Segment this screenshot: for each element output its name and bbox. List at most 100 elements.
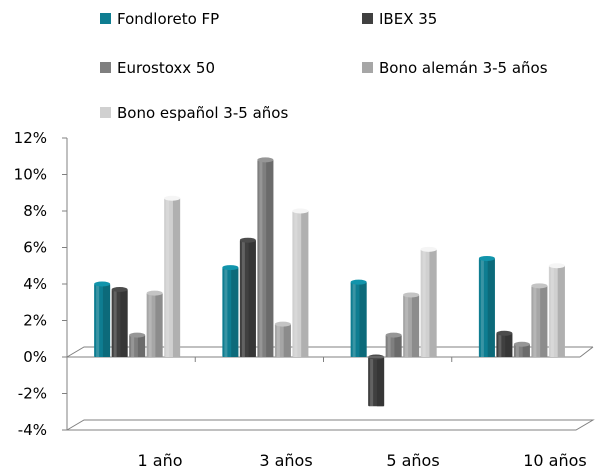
bar-shade xyxy=(102,284,111,357)
bar-shade xyxy=(557,265,565,357)
bar-cap xyxy=(111,286,128,292)
bar-1-1 xyxy=(94,281,111,357)
bar-3-3 xyxy=(385,332,402,357)
y-tick-label: -4% xyxy=(18,421,47,439)
bar-highlight xyxy=(498,333,502,357)
bar-cap xyxy=(164,195,181,201)
bar-highlight xyxy=(370,357,374,407)
bar-shade xyxy=(266,159,274,357)
bar-4-1 xyxy=(478,255,495,357)
bar-shade xyxy=(137,335,146,357)
legend-label-2: IBEX 35 xyxy=(379,10,437,28)
bar-2-5 xyxy=(292,208,309,357)
x-category-label: 1 año xyxy=(138,451,183,470)
legend-swatch-2 xyxy=(362,13,373,24)
y-tick-label: 8% xyxy=(23,202,47,220)
bar-2-4 xyxy=(274,321,291,357)
plot-area: 12% 10% 8% 6% 4% 2% 0% -2% -4% 1 año 3 años 5 años 1… xyxy=(14,129,595,470)
bar-cap xyxy=(239,237,256,243)
bar-shade xyxy=(283,324,291,357)
bar-cap xyxy=(292,208,309,214)
bar-shade xyxy=(231,267,239,357)
bar-highlight xyxy=(259,159,263,357)
bar-4-5 xyxy=(548,263,565,357)
bar-1-3 xyxy=(129,332,146,357)
bar-2-1 xyxy=(222,265,239,357)
bar-2-2 xyxy=(239,237,256,357)
bar-cap xyxy=(513,341,530,347)
bar-cap xyxy=(222,265,239,271)
x-category-label: 5 años xyxy=(386,451,439,470)
bar-shade xyxy=(359,282,367,357)
legend-label-1: Fondloreto FP xyxy=(117,10,219,28)
y-tick-label: 4% xyxy=(23,275,47,293)
bar-highlight xyxy=(352,282,356,357)
y-tick-label: 10% xyxy=(14,166,47,184)
legend-label-5: Bono español 3-5 años xyxy=(117,104,288,122)
bar-highlight xyxy=(387,335,391,357)
bar-highlight xyxy=(241,240,245,357)
x-category-label: 10 años xyxy=(523,451,587,470)
bar-shade xyxy=(155,293,163,357)
y-tick-label: 0% xyxy=(23,348,47,366)
bar-highlight xyxy=(148,293,152,357)
bar-cap xyxy=(350,279,367,285)
legend-label-4: Bono alemán 3-5 años xyxy=(379,59,548,77)
bar-cap xyxy=(496,330,513,336)
legend-swatch-5 xyxy=(100,107,111,118)
bar-highlight xyxy=(96,284,100,357)
legend: Fondloreto FP IBEX 35 Eurostoxx 50 Bono ale… xyxy=(100,10,548,122)
bar-4-2 xyxy=(496,330,513,357)
legend-swatch-4 xyxy=(362,62,373,73)
bar-shade xyxy=(540,285,548,357)
legend-swatch-1 xyxy=(100,13,111,24)
bar-3-1 xyxy=(350,279,367,357)
bar-shade xyxy=(429,249,437,357)
bar-shade xyxy=(487,258,495,357)
bar-cap xyxy=(274,321,291,327)
bar-highlight xyxy=(533,285,537,357)
bar-shade xyxy=(394,335,402,357)
bar-highlight xyxy=(113,289,117,357)
bar-highlight xyxy=(480,258,484,357)
bar-4-4 xyxy=(531,283,548,357)
bar-3-2 xyxy=(368,354,385,407)
bar-1-2 xyxy=(111,286,128,357)
bar-highlight xyxy=(405,294,409,357)
bar-highlight xyxy=(166,198,170,357)
bar-cap xyxy=(129,332,146,338)
legend-label-3: Eurostoxx 50 xyxy=(117,59,215,77)
bar-cap xyxy=(385,332,402,338)
bar-1-5 xyxy=(164,195,181,357)
bar-3-4 xyxy=(403,292,420,357)
y-tick-label: 2% xyxy=(23,312,47,330)
bar-shade xyxy=(172,198,181,357)
bar-cap xyxy=(403,292,420,298)
bar-cap xyxy=(531,283,548,289)
bar-cap xyxy=(548,263,565,269)
floor-outline xyxy=(65,419,595,431)
bar-highlight xyxy=(276,324,280,357)
bar-3-5 xyxy=(420,246,437,357)
bar-shade xyxy=(301,211,309,357)
bar-cap xyxy=(94,281,111,287)
bar-highlight xyxy=(550,265,554,357)
y-tick-label: 12% xyxy=(14,129,47,147)
bar-shade xyxy=(120,289,128,357)
bar-2-3 xyxy=(257,157,274,357)
bar-highlight xyxy=(131,335,135,357)
bar-shade xyxy=(248,240,256,357)
bar-shade xyxy=(505,333,513,357)
bar-highlight xyxy=(224,267,228,357)
bar-shade xyxy=(376,357,385,407)
bar-shade xyxy=(522,344,530,357)
bar-cap xyxy=(478,255,495,261)
legend-swatch-3 xyxy=(100,62,111,73)
bar-shade xyxy=(411,294,420,357)
x-category-label: 3 años xyxy=(259,451,312,470)
bar-highlight xyxy=(515,344,519,357)
bar-1-4 xyxy=(146,290,163,357)
zero-plane-right xyxy=(579,346,594,358)
y-tick-label: -2% xyxy=(18,385,47,403)
